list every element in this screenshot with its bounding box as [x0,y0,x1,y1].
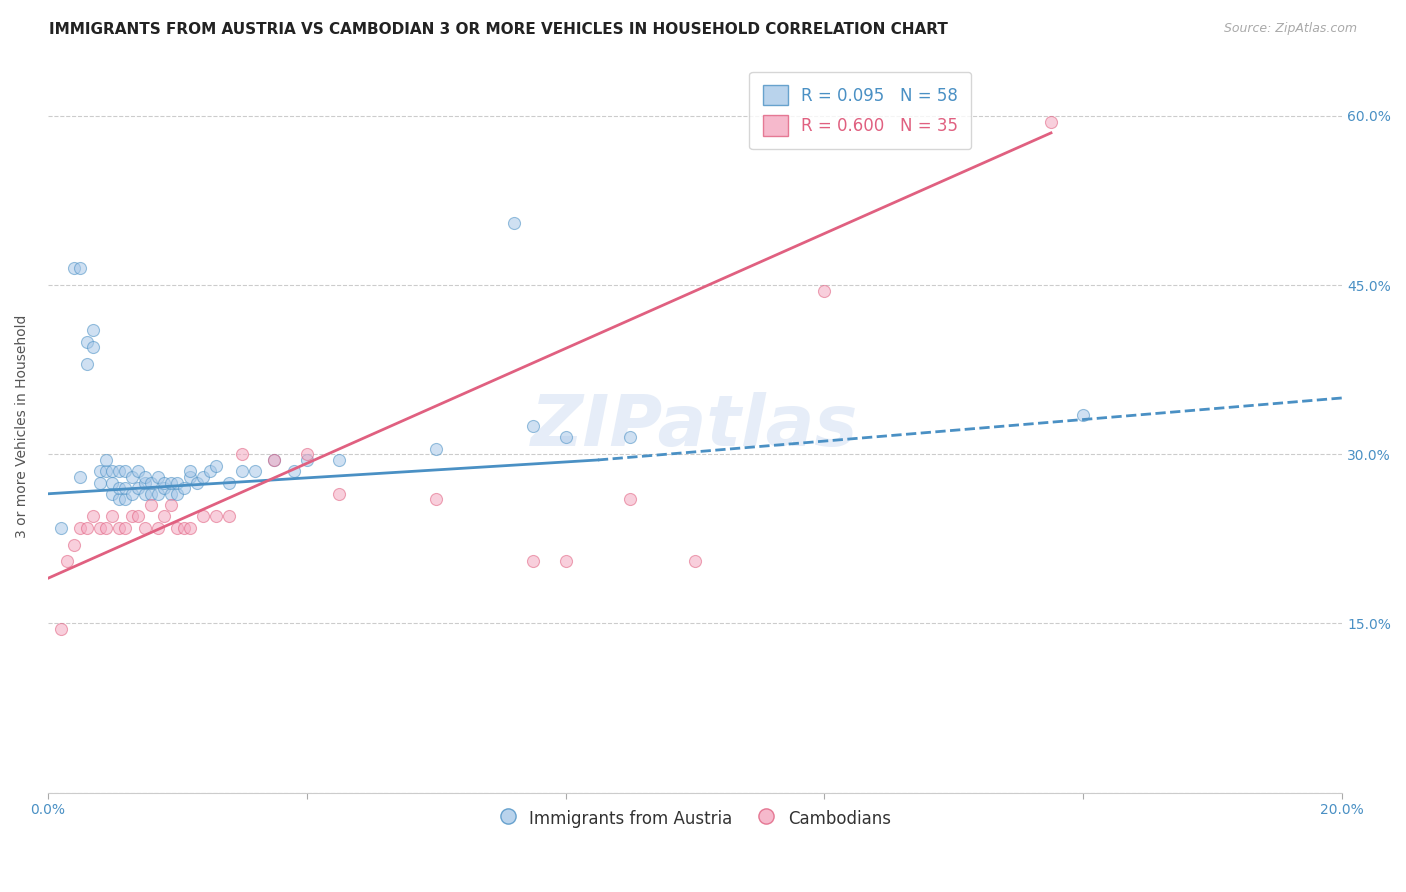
Point [159,487,181,501]
Point [191,509,214,524]
Point [127,509,149,524]
Point [127,481,149,495]
Point [114,481,136,495]
Point [619,430,641,444]
Point [263,453,285,467]
Point [49,521,72,535]
Point [425,492,447,507]
Point [1073,408,1095,422]
Legend: Immigrants from Austria, Cambodians: Immigrants from Austria, Cambodians [492,802,897,836]
Point [101,475,124,490]
Point [82,340,104,354]
Point [179,521,201,535]
Point [108,521,131,535]
Point [114,464,136,478]
Text: IMMIGRANTS FROM AUSTRIA VS CAMBODIAN 3 OR MORE VEHICLES IN HOUSEHOLD CORRELATION: IMMIGRANTS FROM AUSTRIA VS CAMBODIAN 3 O… [49,22,948,37]
Point [134,470,156,484]
Point [76,334,98,349]
Point [82,509,104,524]
Point [328,487,350,501]
Point [153,481,176,495]
Point [146,521,169,535]
Point [141,487,163,501]
Point [89,521,111,535]
Point [683,554,706,568]
Point [619,492,641,507]
Point [141,498,163,512]
Point [205,458,228,473]
Point [153,509,176,524]
Point [134,521,156,535]
Point [295,453,318,467]
Point [173,481,195,495]
Point [425,442,447,456]
Point [108,464,131,478]
Point [166,475,188,490]
Point [263,453,285,467]
Point [114,521,136,535]
Point [101,487,124,501]
Point [89,464,111,478]
Text: ZIPatlas: ZIPatlas [531,392,859,460]
Point [94,453,117,467]
Point [121,509,143,524]
Point [89,475,111,490]
Point [82,323,104,337]
Point [69,470,91,484]
Point [159,475,181,490]
Point [502,216,524,230]
Point [179,470,201,484]
Point [166,521,188,535]
Point [283,464,305,478]
Point [522,554,544,568]
Point [127,464,149,478]
Point [108,481,131,495]
Point [218,509,240,524]
Point [121,487,143,501]
Point [76,521,98,535]
Point [94,521,117,535]
Point [114,492,136,507]
Text: Source: ZipAtlas.com: Source: ZipAtlas.com [1223,22,1357,36]
Point [69,261,91,276]
Point [198,464,221,478]
Point [218,475,240,490]
Point [1040,114,1063,128]
Point [101,464,124,478]
Point [159,498,181,512]
Point [62,261,84,276]
Point [153,475,176,490]
Point [186,475,208,490]
Point [49,622,72,636]
Point [76,357,98,371]
Point [191,470,214,484]
Point [108,492,131,507]
Point [328,453,350,467]
Point [101,509,124,524]
Point [243,464,266,478]
Point [554,430,576,444]
Point [62,537,84,551]
Point [179,464,201,478]
Point [56,554,79,568]
Point [141,475,163,490]
Point [166,487,188,501]
Point [295,447,318,461]
Point [813,284,835,298]
Point [94,464,117,478]
Point [134,475,156,490]
Point [69,521,91,535]
Point [522,419,544,434]
Point [554,554,576,568]
Point [146,487,169,501]
Point [121,470,143,484]
Point [231,447,253,461]
Y-axis label: 3 or more Vehicles in Household: 3 or more Vehicles in Household [15,315,30,538]
Point [146,470,169,484]
Point [205,509,228,524]
Point [231,464,253,478]
Point [173,521,195,535]
Point [134,487,156,501]
